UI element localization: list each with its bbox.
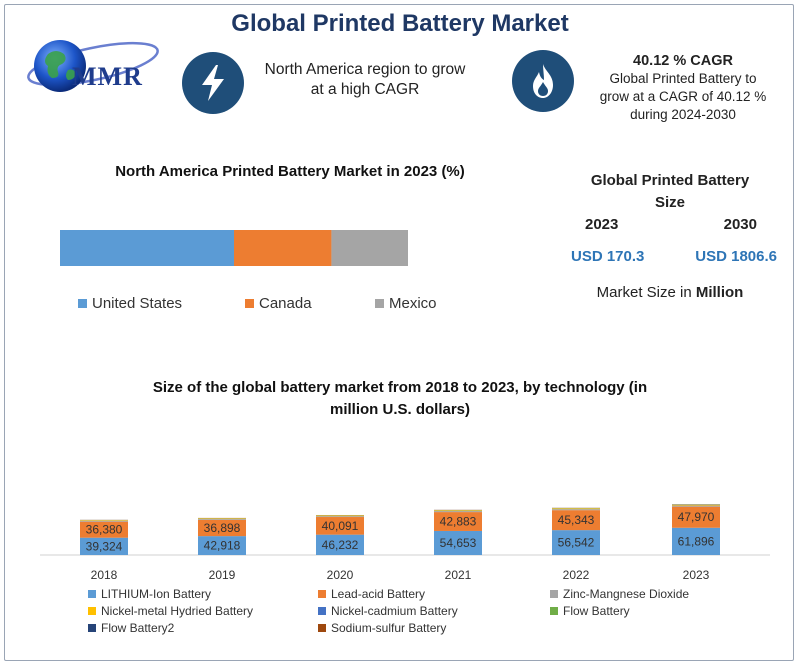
market-size-panel: Global Printed Battery Size 2023 2030 US… (555, 170, 785, 301)
data-label-2020-lithium-ion-battery: 46,232 (322, 538, 359, 552)
data-label-2019-lithium-ion-battery: 42,918 (204, 539, 241, 553)
legend-nickel-metal-hydried-battery: Nickel-metal Hydried Battery (101, 604, 253, 618)
x-tick-2018: 2018 (91, 568, 118, 582)
battery-chart: 39,324 36,380 2018 42,918 36,898 2019 46,232 40… (40, 504, 770, 635)
legend-swatch-lithium-ion-battery (88, 590, 96, 598)
x-tick-2020: 2020 (327, 568, 354, 582)
data-label-2023-lead-acid-battery: 47,970 (678, 510, 715, 524)
mmr-logo (27, 40, 159, 92)
figure-frame (4, 4, 794, 661)
legend-swatch-sodium-sulfur-battery (318, 624, 326, 632)
battery-chart-title: Size of the global battery market from 2… (90, 377, 710, 421)
na-legend-mexico: Mexico (389, 295, 437, 312)
legend-flow-battery2: Flow Battery2 (101, 621, 175, 635)
legend-swatch-nickel-metal-hydried-battery (88, 607, 96, 615)
bar-2019-lead-acid-battery (198, 519, 246, 537)
bar-2023-zinc-mangnese-dioxide (672, 505, 720, 507)
data-label-2022-lithium-ion-battery: 56,542 (558, 536, 595, 550)
legend-nickel-cadmium-battery: Nickel-cadmium Battery (331, 604, 458, 618)
bar-2019-zinc-mangnese-dioxide (198, 519, 246, 520)
x-tick-2023: 2023 (683, 568, 710, 582)
legend-zinc-mangnese-dioxide: Zinc-Mangnese Dioxide (563, 587, 689, 601)
logo-text: MMR (72, 62, 143, 91)
bar-2022-nickel-metal-hydried-battery (552, 508, 600, 510)
data-label-2018-lithium-ion-battery: 39,324 (86, 539, 123, 553)
unit-prefix: Market Size in (596, 284, 696, 301)
bar-2021-lithium-ion-battery (434, 530, 482, 555)
legend-lithium-ion-battery: LITHIUM-Ion Battery (101, 587, 211, 601)
market-size-title-line1: Global Printed Battery (590, 172, 750, 189)
data-label-2021-lead-acid-battery: 42,883 (440, 515, 477, 529)
market-size-title-line2: Size (654, 194, 685, 211)
bar-2022-zinc-mangnese-dioxide (552, 509, 600, 511)
x-tick-2022: 2022 (563, 568, 590, 582)
na-chart: United States Canada Mexico (60, 230, 437, 312)
page-title: Global Printed Battery Market (231, 10, 569, 37)
cagr-title: 40.12 % CAGR (633, 53, 733, 69)
bar-2023-lithium-ion-battery (672, 527, 720, 555)
bar-2022-lead-acid-battery (552, 510, 600, 531)
value-start: USD 170.3 (571, 248, 645, 265)
na-bar-mexico (331, 230, 408, 266)
lightning-icon (182, 52, 244, 114)
na-legend-united-states: United States (92, 295, 182, 312)
bar-2019-nickel-metal-hydried-battery (198, 518, 246, 520)
unit-bold: Million (695, 284, 744, 301)
cagr-panel: 40.12 % CAGR Global Printed Battery to g… (583, 52, 783, 124)
battery-chart-title-line1: Size of the global battery market from 2… (152, 379, 648, 396)
region-highlight-line2: at a high CAGR (310, 81, 420, 98)
na-chart-title: North America Printed Battery Market in … (115, 163, 465, 180)
region-highlight-line1: North America region to grow (264, 61, 466, 78)
bar-2020-lithium-ion-battery (316, 534, 364, 555)
bar-2018-lead-acid-battery (80, 521, 128, 538)
market-size-years: 2023 2030 (555, 216, 785, 238)
data-label-2018-lead-acid-battery: 36,380 (86, 523, 123, 537)
bar-2019-lithium-ion-battery (198, 536, 246, 555)
bar-2023-lead-acid-battery (672, 506, 720, 528)
na-legend-swatch-mexico (375, 299, 384, 308)
legend-lead-acid-battery: Lead-acid Battery (331, 587, 425, 601)
legend-sodium-sulfur-battery: Sodium-sulfur Battery (331, 621, 446, 635)
bar-2022-lithium-ion-battery (552, 530, 600, 555)
bar-2021-lead-acid-battery (434, 512, 482, 531)
bar-2021-nickel-metal-hydried-battery (434, 510, 482, 512)
flame-icon (512, 50, 574, 112)
battery-chart-title-line2: million U.S. dollars) (329, 401, 471, 418)
market-size-values: USD 170.3 USD 1806.6 (555, 248, 785, 272)
cagr-line3: during 2024-2030 (630, 107, 736, 122)
bar-2018-lithium-ion-battery (80, 537, 128, 555)
cagr-line1: Global Printed Battery to (609, 71, 757, 86)
data-label-2019-lead-acid-battery: 36,898 (204, 521, 241, 535)
na-bar-united-states (60, 230, 234, 266)
value-end: USD 1806.6 (695, 248, 777, 265)
na-bar-canada (234, 230, 332, 266)
bar-2023-nickel-metal-hydried-battery (672, 504, 720, 506)
bar-2018-zinc-mangnese-dioxide (80, 520, 128, 522)
x-tick-2021: 2021 (445, 568, 472, 582)
legend-swatch-flow-battery2 (88, 624, 96, 632)
data-label-2020-lead-acid-battery: 40,091 (322, 519, 359, 533)
bar-2020-nickel-metal-hydried-battery (316, 515, 364, 517)
na-legend-swatch-united-states (78, 299, 87, 308)
na-legend-swatch-canada (245, 299, 254, 308)
legend-swatch-nickel-cadmium-battery (318, 607, 326, 615)
legend-swatch-flow-battery (550, 607, 558, 615)
cagr-line2: grow at a CAGR of 40.12 % (599, 89, 767, 104)
bar-2020-lead-acid-battery (316, 517, 364, 535)
legend-flow-battery: Flow Battery (563, 604, 630, 618)
legend-swatch-zinc-mangnese-dioxide (550, 590, 558, 598)
na-legend-canada: Canada (259, 295, 312, 312)
market-size-unit: Market Size in Million (555, 284, 785, 301)
legend-swatch-lead-acid-battery (318, 590, 326, 598)
data-label-2023-lithium-ion-battery: 61,896 (678, 534, 715, 548)
bar-2020-zinc-mangnese-dioxide (316, 516, 364, 518)
region-highlight: North America region to grow at a high C… (250, 60, 480, 100)
x-tick-2019: 2019 (209, 568, 236, 582)
bar-2021-zinc-mangnese-dioxide (434, 511, 482, 513)
data-label-2021-lithium-ion-battery: 54,653 (440, 536, 477, 550)
bar-2018-nickel-metal-hydried-battery (80, 520, 128, 521)
year-end: 2030 (723, 216, 757, 233)
year-start: 2023 (585, 216, 619, 233)
data-label-2022-lead-acid-battery: 45,343 (558, 513, 595, 527)
